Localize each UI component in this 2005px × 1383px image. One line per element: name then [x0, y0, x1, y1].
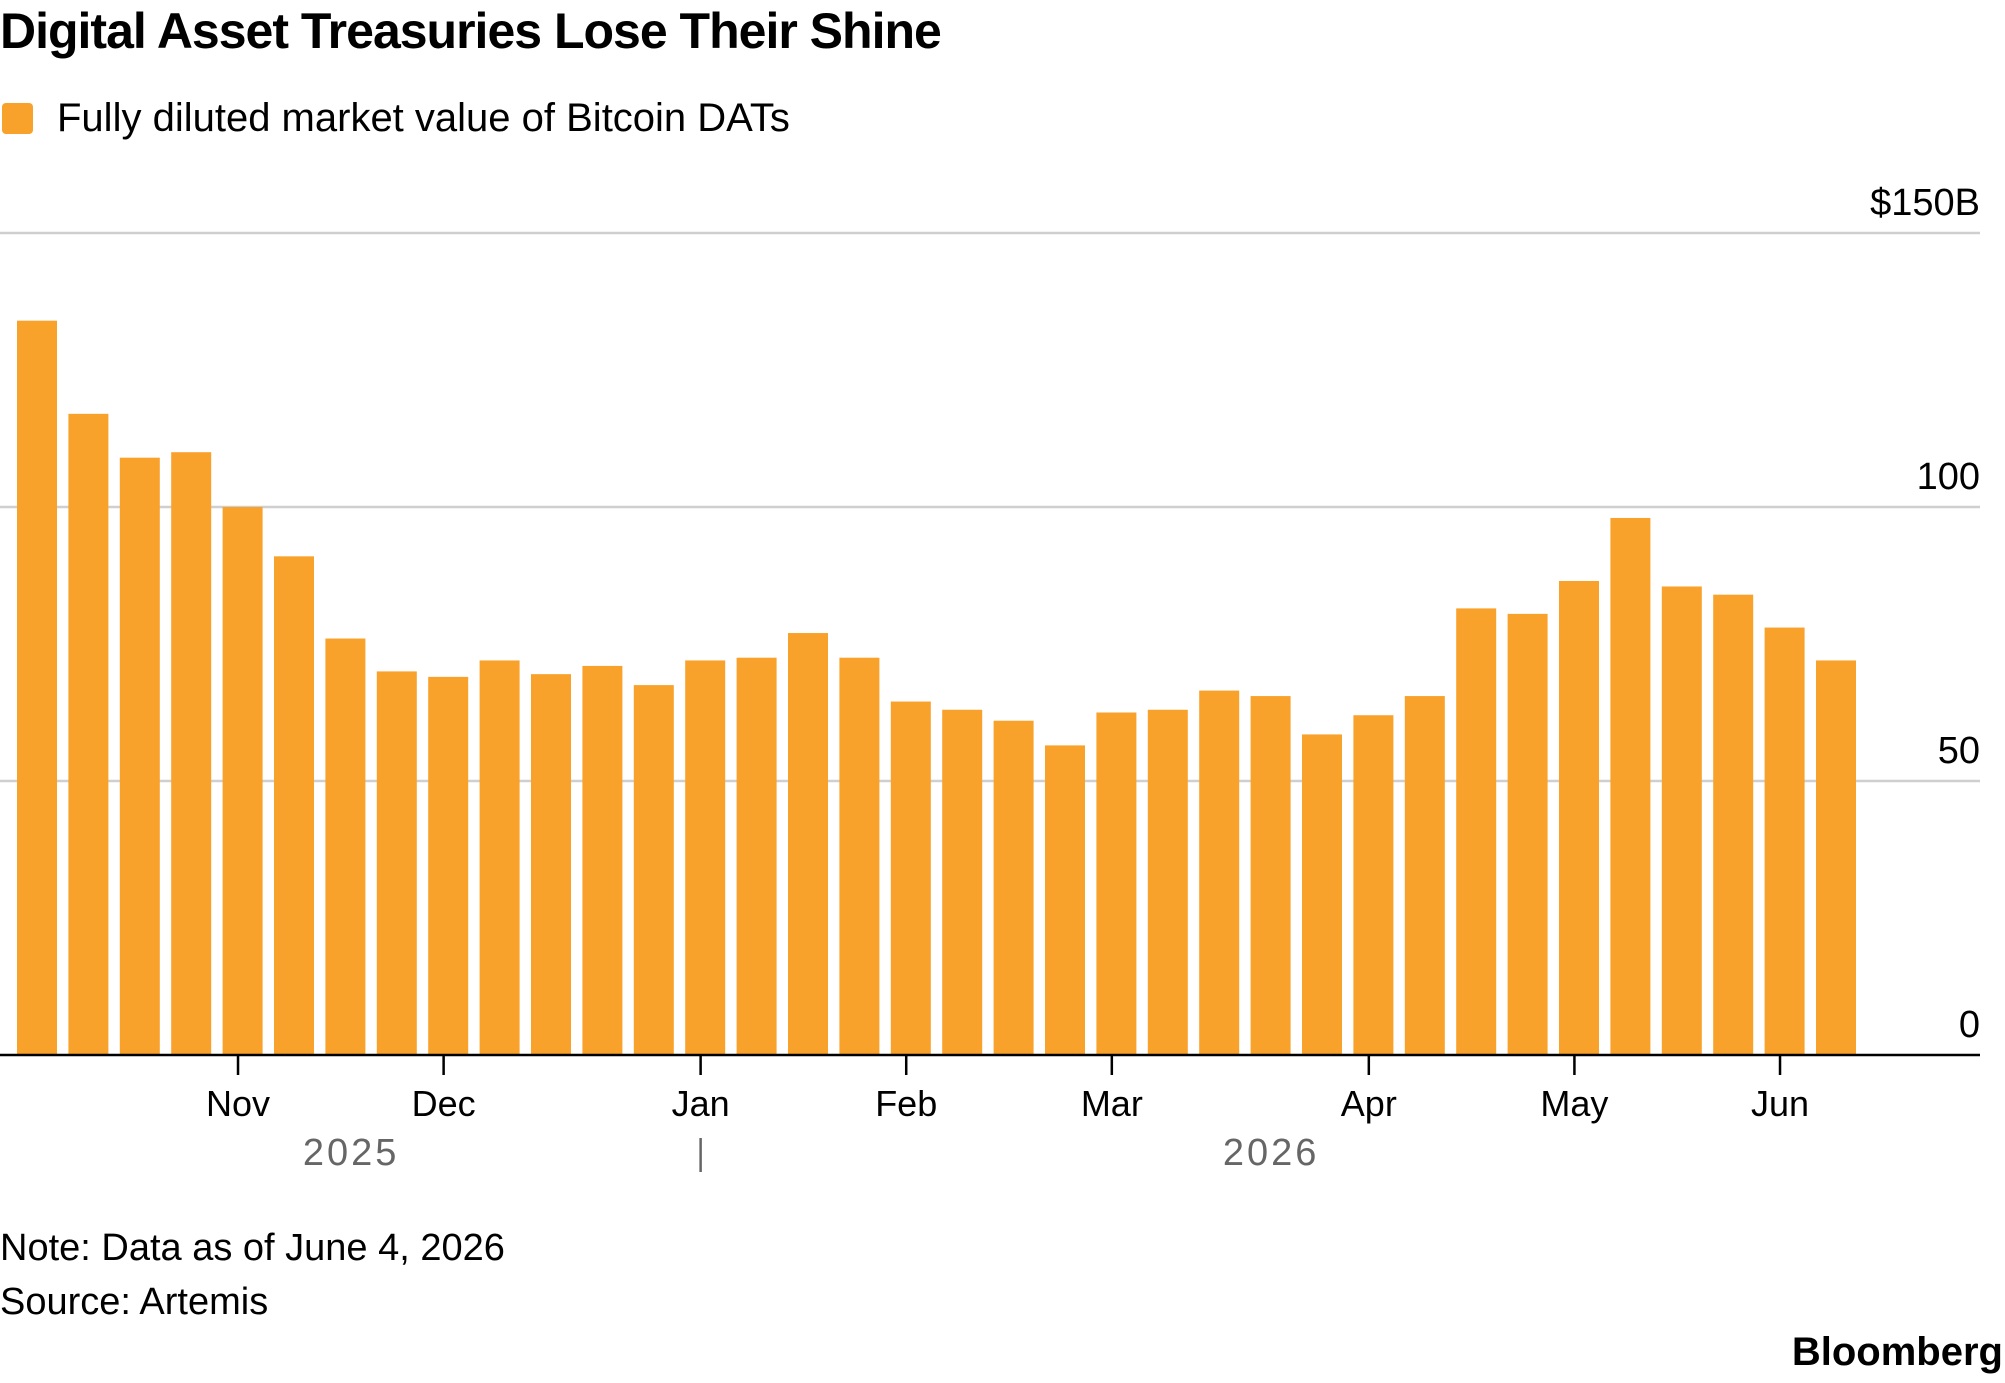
x-tick-label: Dec	[412, 1083, 476, 1124]
bar	[479, 660, 520, 1055]
bar	[531, 674, 571, 1055]
bar	[428, 676, 469, 1055]
y-tick-label: 100	[1917, 456, 1980, 498]
bar	[788, 633, 828, 1055]
y-axis-labels: 0 50 100 $150B	[1870, 182, 1980, 1046]
chart-source: Source: Artemis	[0, 1281, 269, 1323]
bar	[1404, 696, 1445, 1055]
bar	[171, 452, 212, 1055]
year-label: 2026	[1223, 1132, 1320, 1174]
bar	[1816, 660, 1856, 1055]
bar	[68, 413, 109, 1056]
bars	[17, 320, 1856, 1056]
x-tick-label: Mar	[1081, 1083, 1143, 1124]
legend: Fully diluted market value of Bitcoin DA…	[2, 96, 790, 141]
bar	[1250, 696, 1291, 1055]
bar	[1764, 627, 1805, 1055]
x-tick-label: Apr	[1341, 1083, 1397, 1124]
y-tick-label: 0	[1959, 1004, 1980, 1046]
bar	[1045, 745, 1085, 1055]
bar	[1559, 580, 1599, 1055]
legend-label: Fully diluted market value of Bitcoin DA…	[57, 96, 790, 140]
bar	[942, 709, 983, 1055]
chart-note: Note: Data as of June 4, 2026	[0, 1227, 505, 1269]
bar	[1302, 734, 1342, 1055]
bar	[582, 665, 623, 1055]
bar	[736, 657, 777, 1055]
bar	[222, 507, 263, 1055]
x-tick-label: May	[1540, 1083, 1608, 1124]
bar	[17, 320, 57, 1055]
bar	[1456, 608, 1497, 1055]
x-axis: Nov Dec Jan Feb Mar Apr May Jun 2025 2026	[0, 1053, 1980, 1174]
bar	[839, 657, 880, 1055]
x-tick-label: Jun	[1751, 1083, 1809, 1124]
bar	[890, 701, 931, 1055]
bar	[1661, 586, 1702, 1055]
bar	[119, 457, 160, 1055]
legend-swatch	[2, 103, 33, 134]
bar	[1096, 712, 1137, 1055]
bar	[1507, 613, 1548, 1055]
year-label: 2025	[303, 1132, 400, 1174]
bar	[1713, 594, 1754, 1055]
bar	[685, 660, 726, 1055]
x-tick-label: Nov	[206, 1083, 270, 1124]
x-tick-label: Jan	[672, 1083, 730, 1124]
y-tick-label: $150B	[1870, 182, 1980, 224]
x-tick-label: Feb	[875, 1083, 937, 1124]
bar	[1199, 690, 1240, 1055]
bar	[993, 720, 1034, 1055]
bar	[376, 671, 417, 1055]
bar	[1353, 715, 1394, 1055]
bar	[1610, 517, 1651, 1055]
bar	[633, 685, 674, 1055]
chart-title: Digital Asset Treasuries Lose Their Shin…	[0, 3, 942, 59]
bar	[1147, 709, 1188, 1055]
bloomberg-logo: Bloomberg	[1791, 1330, 2003, 1374]
y-tick-label: 50	[1938, 730, 1980, 772]
bar	[325, 638, 366, 1055]
bar	[274, 556, 314, 1055]
